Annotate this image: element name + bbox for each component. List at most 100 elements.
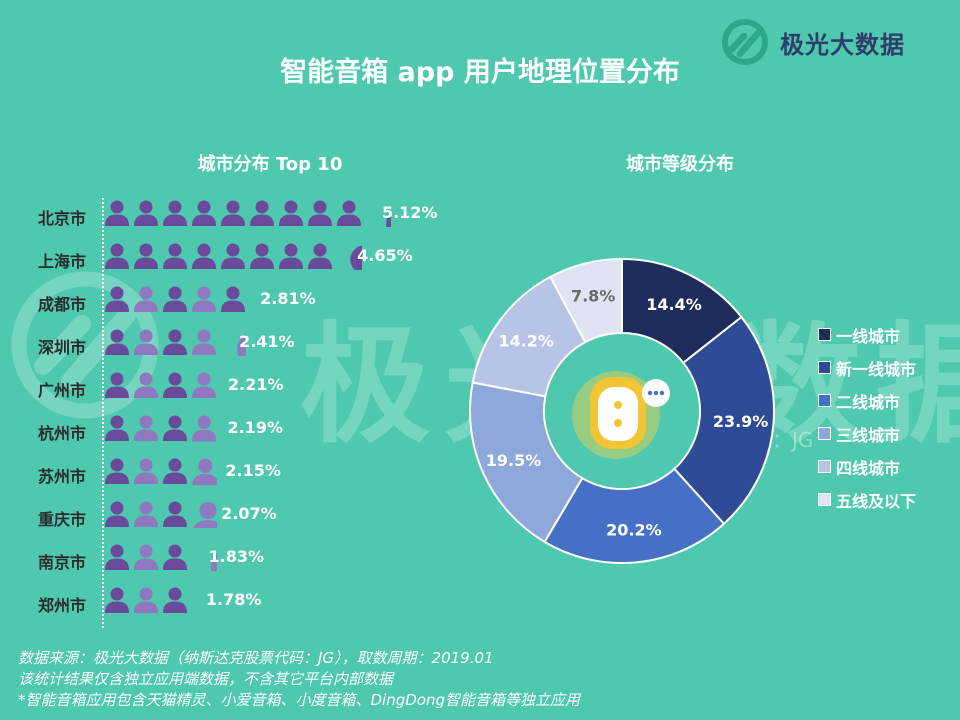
person-icon (104, 586, 133, 614)
city-row: 上海市 (0, 238, 480, 278)
footnote-scope: 该统计结果仅含独立应用端数据，不含其它平台内部数据 (18, 670, 394, 688)
person-icon (220, 242, 249, 270)
person-icon (191, 285, 220, 313)
person-icon (104, 457, 133, 485)
city-row: 苏州市 (0, 453, 480, 493)
person-icon (191, 242, 220, 270)
legend-swatch (818, 328, 831, 341)
person-icon (133, 543, 162, 571)
legend-swatch (818, 427, 831, 440)
city-bar (104, 414, 220, 446)
city-row: 深圳市 (0, 324, 480, 364)
person-icon (162, 285, 191, 313)
city-value-label: 4.65% (357, 246, 413, 265)
city-bar (104, 242, 365, 274)
person-icon (191, 199, 220, 227)
donut-slice (549, 257, 623, 344)
city-label: 广州市 (37, 381, 86, 400)
person-icon (104, 328, 133, 356)
person-icon (162, 543, 191, 571)
person-icon (133, 285, 162, 313)
footnotes: 数据来源：极光大数据（纳斯达克股票代码：JG），取数周期：2019.01 该统计… (18, 648, 580, 711)
person-icon (133, 328, 162, 356)
legend-item: 新一线城市 (818, 351, 916, 384)
donut-slice (469, 381, 584, 544)
city-value-label: 2.21% (228, 375, 284, 394)
city-bar (104, 586, 220, 618)
person-icon (133, 457, 162, 485)
city-value-label: 1.83% (208, 547, 264, 566)
city-value-label: 5.12% (381, 203, 438, 222)
city-bar (104, 371, 220, 403)
legend-label: 四线城市 (836, 458, 901, 478)
page-title: 智能音箱 app 用户地理位置分布 (280, 57, 680, 88)
city-label: 重庆市 (37, 510, 86, 529)
legend-label: 二线城市 (836, 392, 901, 412)
legend-item: 四线城市 (818, 450, 916, 483)
person-icon (336, 199, 365, 227)
city-bar (104, 500, 220, 532)
person-icon (162, 457, 191, 485)
city-row: 广州市 (0, 367, 480, 407)
legend-swatch (818, 493, 831, 506)
legend-label: 一线城市 (836, 326, 901, 346)
city-value-label: 2.15% (225, 461, 281, 480)
legend-item: 二线城市 (818, 384, 916, 417)
person-icon (162, 586, 191, 614)
person-icon (191, 328, 220, 356)
person-icon-partial (191, 500, 220, 528)
person-icon (278, 242, 307, 270)
city-label: 成都市 (37, 295, 86, 314)
person-icon (133, 371, 162, 399)
donut-slice (543, 467, 726, 564)
city-value-label: 2.07% (221, 504, 277, 523)
person-icon (162, 328, 191, 356)
person-icon (104, 414, 133, 442)
city-bar (104, 199, 394, 231)
city-label: 杭州市 (37, 424, 86, 443)
city-row: 南京市 (0, 539, 480, 579)
person-icon (162, 500, 191, 528)
city-value-label: 1.78% (205, 590, 262, 609)
city-row: 杭州市 (0, 410, 480, 450)
legend-item: 一线城市 (818, 318, 916, 351)
city-bar (104, 457, 220, 489)
city-bar (104, 285, 278, 317)
donut-value-label: 20.2% (606, 520, 662, 539)
person-icon (220, 199, 249, 227)
bar-axis-line (102, 198, 104, 628)
person-icon (249, 199, 278, 227)
city-row: 成都市 (0, 281, 480, 321)
donut-slice (672, 315, 775, 526)
legend-label: 新一线城市 (836, 359, 917, 379)
legend-swatch (818, 460, 831, 473)
city-row: 北京市 (0, 195, 480, 235)
person-icon (162, 242, 191, 270)
donut-value-label: 19.5% (486, 451, 542, 470)
brand-logo: 极光大数据 (720, 14, 956, 70)
person-icon (104, 242, 133, 270)
footnote-apps: *智能音箱应用包含天猫精灵、小爱音箱、小度音箱、DingDong智能音箱等独立应… (18, 691, 581, 709)
donut-value-label: 14.4% (646, 295, 702, 314)
person-icon (278, 199, 307, 227)
city-value-label: 2.19% (227, 418, 283, 437)
city-value-label: 2.81% (260, 289, 316, 308)
person-icon (133, 500, 162, 528)
city-top10-subtitle: 城市分布 Top 10 (197, 154, 343, 175)
person-icon (133, 586, 162, 614)
legend-item: 三线城市 (818, 417, 916, 450)
city-label: 南京市 (37, 553, 86, 572)
footnote-source: 数据来源：极光大数据（纳斯达克股票代码：JG），取数周期：2019.01 (18, 649, 494, 667)
city-row: 重庆市 (0, 496, 480, 536)
legend-item: 五线及以下 (818, 483, 916, 516)
brand-logo-icon (722, 19, 768, 65)
person-icon (104, 199, 133, 227)
person-icon (307, 199, 336, 227)
legend-swatch (818, 361, 831, 374)
donut-value-label: 7.8% (571, 287, 615, 306)
brand-name: 极光大数据 (780, 30, 905, 59)
person-icon (133, 199, 162, 227)
donut-legend: 一线城市新一线城市二线城市三线城市四线城市五线及以下 (818, 318, 916, 516)
person-icon (162, 199, 191, 227)
city-row: 郑州市 (0, 582, 480, 622)
